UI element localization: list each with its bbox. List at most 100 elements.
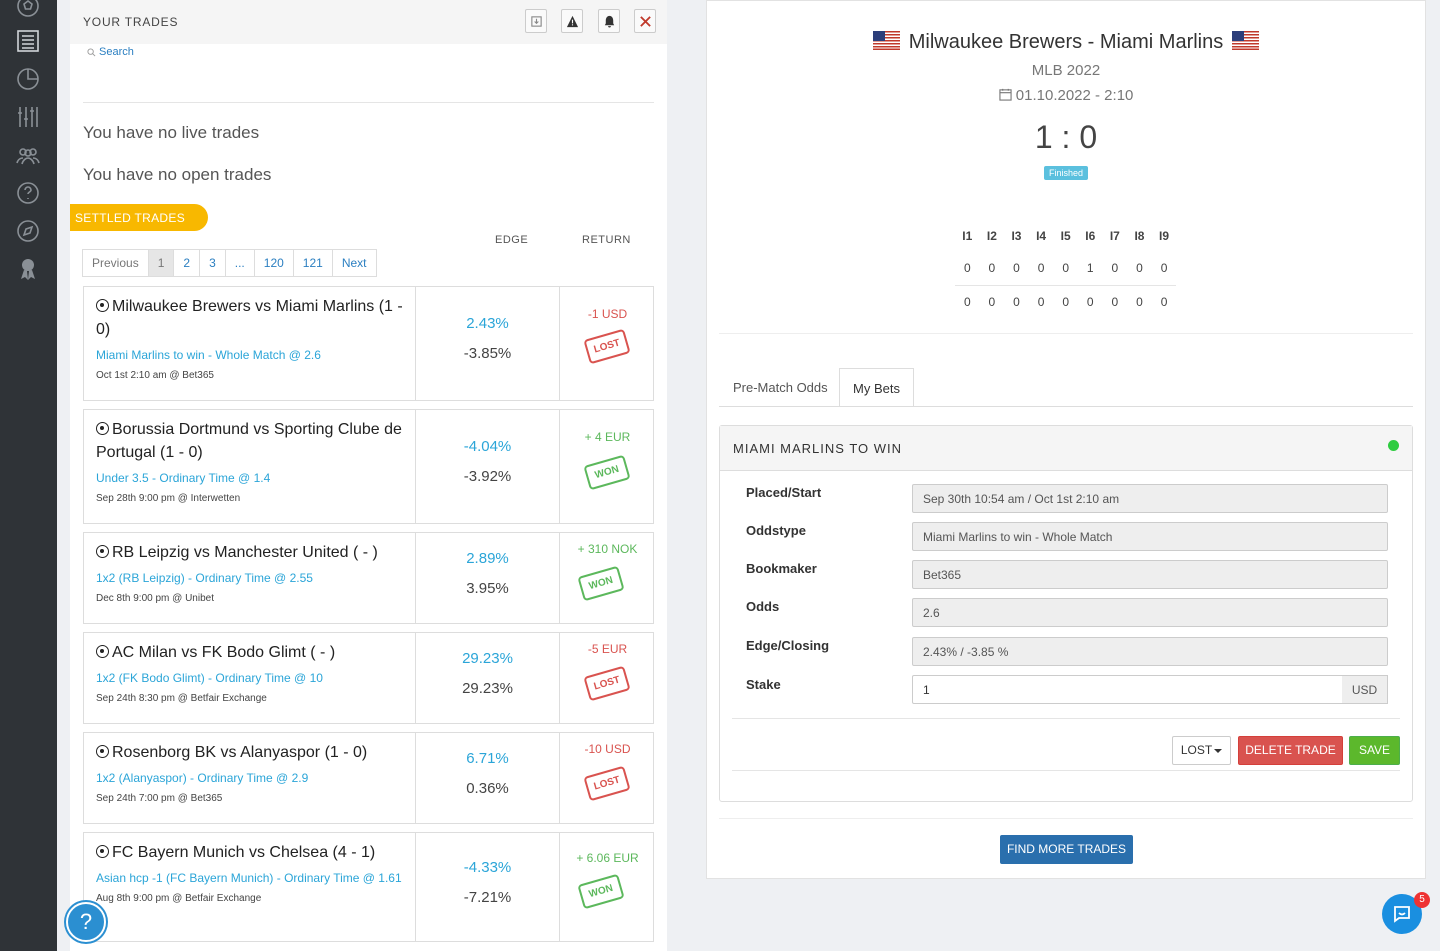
tab-my-bets[interactable]: My Bets — [839, 368, 914, 407]
tabs-line — [719, 406, 1413, 407]
compass-icon[interactable] — [16, 219, 40, 243]
soccer-ball-icon — [96, 422, 109, 435]
inning-score: 0 — [1037, 294, 1045, 309]
field-value: Bet365 — [912, 560, 1388, 589]
result-stamp: WON — [577, 565, 625, 602]
page-link[interactable]: 3 — [199, 249, 226, 277]
soccer-ball-icon — [96, 745, 109, 758]
trade-meta: Oct 1st 2:10 am @ Bet365 — [96, 370, 214, 381]
league: MLB 2022 — [1031, 62, 1101, 79]
help-button[interactable]: ? — [66, 902, 106, 942]
sliders-icon[interactable] — [16, 105, 40, 129]
warning-icon[interactable] — [561, 9, 583, 33]
divider — [732, 718, 1400, 719]
trade-bet[interactable]: Asian hcp -1 (FC Bayern Munich) - Ordina… — [96, 871, 402, 885]
trade-closing: -3.85% — [463, 345, 512, 362]
trade-bet[interactable]: 1x2 (Alanyaspor) - Ordinary Time @ 2.9 — [96, 771, 309, 785]
result-stamp: LOST — [583, 665, 631, 702]
trade-bet[interactable]: Miami Marlins to win - Whole Match @ 2.6 — [96, 348, 321, 362]
trade-row[interactable]: RB Leipzig vs Manchester United ( - ) 1x2… — [83, 532, 654, 624]
trade-meta: Sep 28th 9:00 pm @ Interwetten — [96, 493, 241, 504]
inning-header: I7 — [1109, 228, 1120, 243]
users-icon[interactable] — [16, 143, 40, 167]
settled-trades-label: SETTLED TRADES — [70, 204, 208, 231]
innings-header: I1 I2 I3 I4 I5 I6 I7 I8 I9 — [955, 219, 1176, 252]
page-link[interactable]: Next — [331, 249, 377, 277]
inning-header: I3 — [1011, 228, 1022, 243]
trade-closing: -7.21% — [463, 889, 512, 906]
trade-match: FC Bayern Munich vs Chelsea (4 - 1) — [96, 841, 403, 864]
list-icon[interactable] — [16, 29, 40, 53]
field-value: Miami Marlins to win - Whole Match — [912, 522, 1388, 551]
match-name: AC Milan vs FK Bodo Glimt ( - ) — [112, 644, 336, 661]
innings-table: I1 I2 I3 I4 I5 I6 I7 I8 I9 0 0 0 0 0 1 0 0 0 0 0 0 0 0 0 0 0 0 — [955, 219, 1177, 318]
no-open-trades-text: You have no open trades — [83, 165, 272, 184]
page-link[interactable]: 1 — [147, 249, 175, 277]
delete-trade-button[interactable]: DELETE TRADE — [1238, 736, 1343, 765]
save-button[interactable]: SAVE — [1349, 736, 1400, 765]
column-edge: EDGE — [495, 234, 529, 246]
trade-row[interactable]: AC Milan vs FK Bodo Glimt ( - ) 1x2 (FK B… — [83, 632, 654, 724]
download-icon[interactable] — [525, 9, 547, 33]
result-stamp: LOST — [583, 765, 631, 802]
trade-return-cell: + 4 EUR WON — [560, 410, 655, 523]
help-circle-icon[interactable] — [16, 181, 40, 205]
inning-header: I6 — [1085, 228, 1096, 243]
trade-return-cell: + 310 NOK WON — [560, 533, 655, 623]
page-link[interactable]: 2 — [173, 249, 201, 277]
divider — [732, 770, 1400, 771]
page-link[interactable]: Previous — [82, 249, 149, 277]
trade-row[interactable]: Borussia Dortmund vs Sporting Clube de P… — [83, 409, 654, 524]
bell-icon[interactable] — [598, 9, 620, 33]
page-link[interactable]: 121 — [292, 249, 333, 277]
inning-score: 0 — [1013, 261, 1020, 276]
innings-row: 0 0 0 0 0 0 0 0 0 — [955, 285, 1176, 318]
inning-header: I9 — [1159, 228, 1170, 243]
search-icon — [87, 47, 96, 56]
trade-bet[interactable]: 1x2 (RB Leipzig) - Ordinary Time @ 2.55 — [96, 571, 313, 585]
trade-return-cell: -10 USD LOST — [560, 733, 655, 823]
trade-edge: -4.04% — [463, 438, 512, 455]
trade-detail-panel: Milwaukee Brewers - Miami Marlins MLB 20… — [706, 0, 1426, 879]
inning-score: 0 — [1037, 261, 1045, 276]
trade-closing: 3.95% — [466, 580, 509, 597]
bet-box: MIAMI MARLINS TO WIN Placed/Start Sep 30t… — [719, 425, 1413, 802]
calendar-icon — [998, 88, 1012, 101]
stake-input[interactable]: 1 — [912, 675, 1343, 704]
notification-badge: 5 — [1414, 892, 1430, 908]
baseball-icon — [96, 299, 109, 312]
page-link[interactable]: 120 — [253, 249, 294, 277]
trade-row[interactable]: FC Bayern Munich vs Chelsea (4 - 1) Asian… — [83, 832, 654, 942]
pie-chart-icon[interactable] — [16, 67, 40, 91]
trade-info: Borussia Dortmund vs Sporting Clube de P… — [84, 410, 416, 523]
find-more-trades-button[interactable]: FIND MORE TRADES — [1000, 835, 1133, 864]
match-name: FC Bayern Munich vs Chelsea (4 - 1) — [112, 844, 376, 861]
soccer-icon[interactable] — [16, 0, 40, 18]
trade-closing: 0.36% — [466, 780, 509, 797]
result-stamp: LOST — [583, 328, 631, 365]
trade-match: RB Leipzig vs Manchester United ( - ) — [96, 541, 403, 564]
search-input[interactable]: Search — [87, 46, 134, 58]
trade-row[interactable]: Milwaukee Brewers vs Miami Marlins (1 - … — [83, 286, 654, 401]
field-value: 2.43% / -3.85 % — [912, 637, 1388, 666]
close-icon[interactable] — [634, 9, 656, 33]
game-date: 01.10.2022 - 2:10 — [707, 87, 1425, 104]
result-select-value: LOST — [1180, 743, 1213, 757]
award-icon[interactable] — [16, 257, 40, 281]
trade-bet[interactable]: Under 3.5 - Ordinary Time @ 1.4 — [96, 471, 271, 485]
inning-score: 0 — [963, 294, 971, 309]
trade-row[interactable]: Rosenborg BK vs Alanyaspor (1 - 0) 1x2 (A… — [83, 732, 654, 824]
trade-meta: Dec 8th 9:00 pm @ Unibet — [96, 593, 214, 604]
tab-pre-match-odds[interactable]: Pre-Match Odds — [733, 380, 828, 395]
inning-score: 0 — [1136, 294, 1143, 309]
match-name: Rosenborg BK vs Alanyaspor (1 - 0) — [112, 744, 368, 761]
result-select[interactable]: LOST — [1172, 736, 1231, 765]
game-title-text: Milwaukee Brewers - Miami Marlins — [908, 31, 1224, 53]
match-name: Milwaukee Brewers vs Miami Marlins (1 - … — [96, 298, 403, 338]
trade-meta: Sep 24th 8:30 pm @ Betfair Exchange — [96, 693, 267, 704]
inning-score: 0 — [1062, 294, 1070, 309]
trade-edge-cell: 2.43% -3.85% — [416, 287, 560, 400]
page-link[interactable]: ... — [224, 249, 255, 277]
inning-score: 0 — [1160, 261, 1168, 276]
trade-bet[interactable]: 1x2 (FK Bodo Glimt) - Ordinary Time @ 10 — [96, 671, 323, 685]
